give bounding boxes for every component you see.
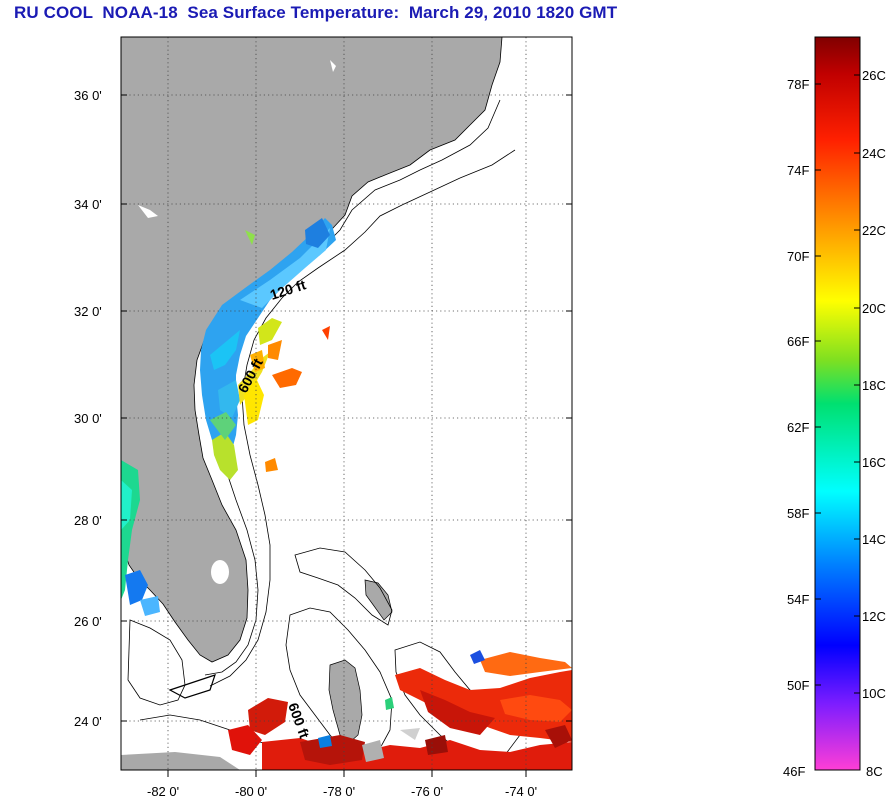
cb-f-label: 46F — [783, 764, 805, 779]
lat-label: 26 0' — [74, 614, 102, 629]
lon-label: -82 0' — [147, 784, 179, 799]
cb-c-label: 18C — [862, 378, 886, 393]
cb-c-label: 16C — [862, 455, 886, 470]
lat-label: 30 0' — [74, 411, 102, 426]
lon-label: -74 0' — [505, 784, 537, 799]
lat-label: 34 0' — [74, 197, 102, 212]
cb-c-label: 8C — [866, 764, 883, 779]
us-landmass — [121, 37, 503, 663]
latitude-labels: 36 0' 34 0' 32 0' 30 0' 28 0' 26 0' 24 0… — [74, 88, 102, 729]
bahamas-island-grand — [364, 579, 393, 621]
colorbar-fahrenheit-labels: 78F 74F 70F 66F 62F 58F 54F 50F 46F — [783, 77, 809, 779]
cb-c-label: 26C — [862, 68, 886, 83]
plot-frame — [120, 36, 573, 771]
longitude-labels: -82 0' -80 0' -78 0' -76 0' -74 0' — [147, 784, 537, 799]
cb-f-label: 54F — [787, 592, 809, 607]
inland-lake — [138, 205, 158, 218]
axis-ticks — [121, 94, 572, 777]
cb-f-label: 78F — [787, 77, 809, 92]
colorbar-gradient — [814, 36, 861, 771]
cb-f-label: 58F — [787, 506, 809, 521]
cb-c-label: 24C — [862, 146, 886, 161]
lake-okeechobee — [211, 560, 229, 584]
colorbar: 78F 74F 70F 66F 62F 58F 54F 50F 46F 26C … — [783, 36, 886, 779]
cb-f-label: 62F — [787, 420, 809, 435]
cb-c-label: 14C — [862, 532, 886, 547]
lon-label: -80 0' — [235, 784, 267, 799]
florida-keys-land — [121, 752, 240, 770]
inland-lake — [330, 60, 336, 72]
cb-c-label: 22C — [862, 223, 886, 238]
lat-label: 36 0' — [74, 88, 102, 103]
cb-f-label: 66F — [787, 334, 809, 349]
sst-bahamas-warm — [228, 650, 572, 770]
lat-label: 24 0' — [74, 714, 102, 729]
cb-c-label: 20C — [862, 301, 886, 316]
bahamas-island-andros — [328, 659, 363, 743]
cb-c-label: 10C — [862, 686, 886, 701]
cb-c-label: 12C — [862, 609, 886, 624]
lon-label: -78 0' — [323, 784, 355, 799]
lat-label: 28 0' — [74, 513, 102, 528]
sst-gulfstream-warm — [250, 326, 330, 472]
map-plot-area: 120 ft 600 ft 600 ft 36 0' 34 0' 32 0' 3… — [74, 36, 573, 799]
colorbar-celsius-labels: 26C 24C 22C 20C 18C 16C 14C 12C 10C 8C — [862, 68, 886, 779]
lon-label: -76 0' — [411, 784, 443, 799]
sst-gulf-of-mexico — [121, 460, 160, 616]
graticule — [121, 37, 572, 770]
cb-f-label: 50F — [787, 678, 809, 693]
colorbar-ticks — [815, 74, 860, 694]
map-title: RU COOL NOAA-18 Sea Surface Temperature:… — [14, 3, 618, 22]
lat-label: 32 0' — [74, 304, 102, 319]
cb-f-label: 70F — [787, 249, 809, 264]
cb-f-label: 74F — [787, 163, 809, 178]
